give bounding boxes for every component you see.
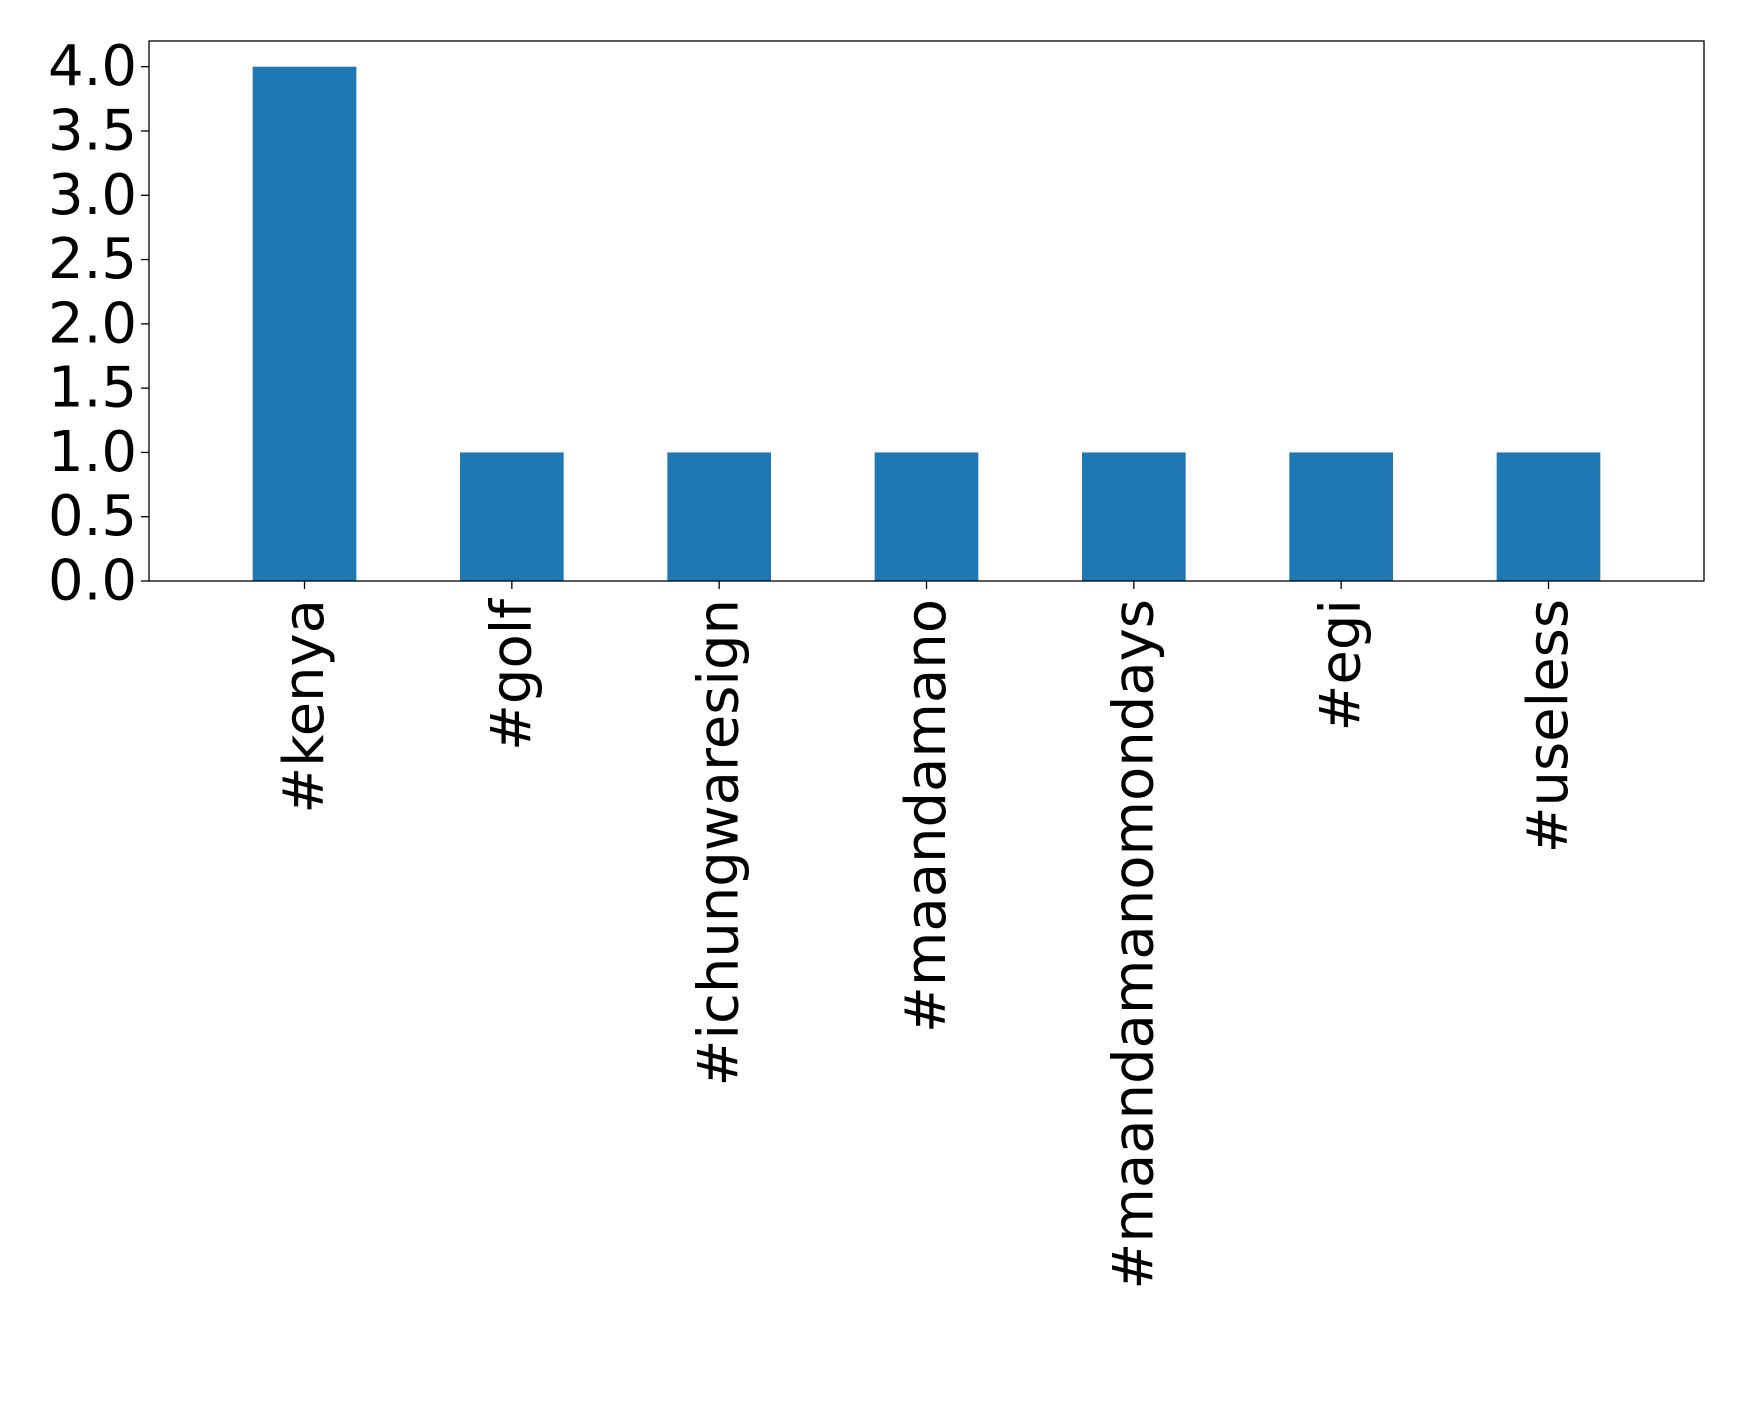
y-tick-label: 1.5: [48, 356, 137, 421]
bar-kenya: [252, 66, 357, 581]
y-tick-label: 3.5: [48, 99, 137, 164]
plot-frame: [148, 40, 1705, 582]
bar-useless: [1496, 452, 1601, 581]
x-tick-label: #maandamanomondays: [1101, 599, 1166, 1290]
x-tick-label: #useless: [1516, 599, 1581, 853]
y-tick-label: 3.0: [48, 163, 137, 228]
x-tick-label: #maandamano: [894, 599, 959, 1033]
bar-ichungwaresign: [667, 452, 771, 581]
y-tick-label: 0.5: [48, 484, 137, 549]
y-tick-label: 2.0: [48, 291, 137, 356]
x-tick-label: #egi: [1309, 599, 1374, 731]
x-tick-label: #golf: [479, 598, 544, 751]
y-tick-label: 4.0: [48, 34, 137, 99]
y-tick-label: 2.5: [48, 227, 137, 292]
y-axis: 0.00.51.01.52.02.53.03.54.0: [48, 34, 149, 614]
bar-golf: [460, 452, 564, 581]
x-tick-label: #kenya: [272, 599, 337, 814]
bar-maandamano: [874, 452, 979, 581]
x-tick-label: #ichungwaresign: [687, 599, 752, 1086]
bar-egi: [1289, 452, 1393, 581]
bars-layer: [252, 66, 1601, 581]
x-axis: #kenya #golf #ichungwaresign #maandamano #ma…: [272, 581, 1581, 1290]
y-tick-label: 0.0: [48, 549, 137, 614]
y-tick-label: 1.0: [48, 420, 137, 485]
bar-maandamanomondays: [1082, 452, 1186, 581]
